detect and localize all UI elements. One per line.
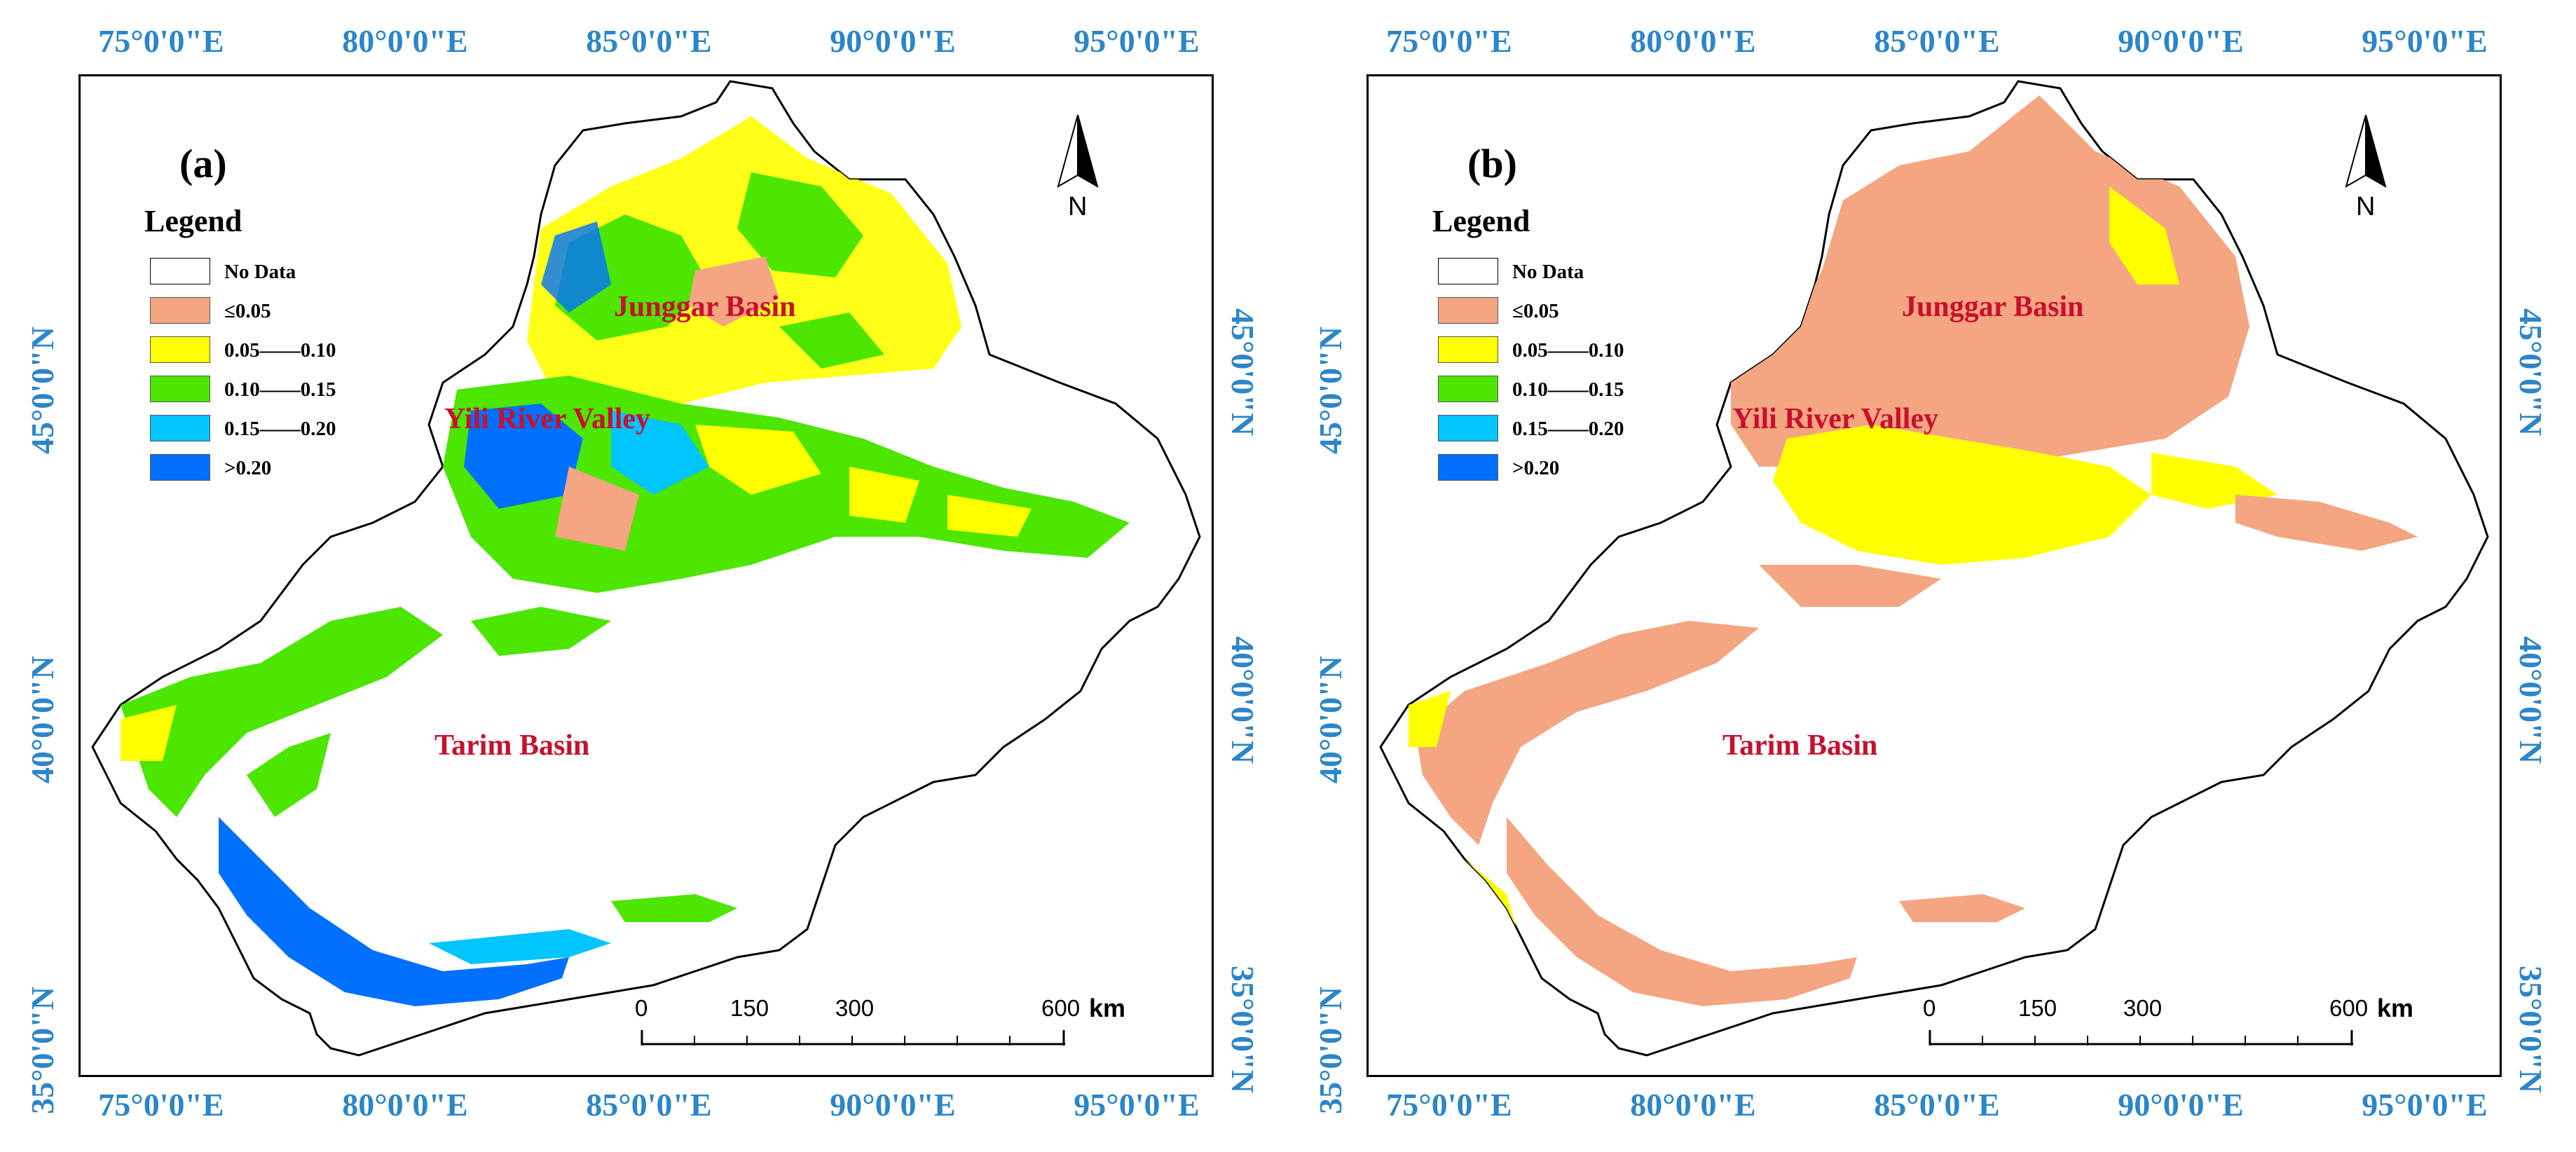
legend-item: ≤0.05 [150, 297, 430, 328]
legend-swatch [1438, 297, 1498, 324]
lon-label-top: 95°0'0"E [1074, 23, 1200, 59]
lat-label-left: 45°0'0"N [25, 327, 60, 454]
legend-item: No Data [1438, 258, 1718, 289]
legend-item: >0.20 [150, 454, 430, 485]
lon-label-top: 80°0'0"E [342, 23, 468, 59]
legend-swatch [150, 454, 210, 481]
legend-label: 0.05——0.10 [1512, 339, 1624, 362]
lon-label-bottom: 80°0'0"E [1630, 1087, 1756, 1123]
legend-label: 0.15——0.20 [224, 418, 336, 440]
scale-tick-label: 600 [2329, 995, 2369, 1021]
map-panel-a: 75°0'0"E 80°0'0"E 85°0'0"E 90°0'0"E 95°0… [25, 23, 1261, 1123]
lat-label-left: 45°0'0"N [1313, 327, 1348, 454]
scale-tick-label: 0 [1923, 995, 1936, 1021]
scale-bar-graphic [1928, 1030, 2353, 1045]
legend-label: ≤0.05 [1512, 300, 1559, 322]
map-panel-b: 75°0'0"E 80°0'0"E 85°0'0"E 90°0'0"E 95°0… [1288, 0, 2576, 1152]
lon-label-bottom: 75°0'0"E [1386, 1087, 1512, 1123]
scale-tick-label: 150 [730, 995, 769, 1021]
lon-label-bottom: 80°0'0"E [342, 1087, 468, 1123]
scale-tick-label: 150 [2018, 995, 2057, 1021]
region-label-tarim: Tarim Basin [1722, 729, 1878, 762]
lat-label-right: 35°0'0"N [1225, 966, 1261, 1093]
legend-title: Legend [144, 204, 242, 238]
legend-item: No Data [150, 258, 430, 289]
scale-unit: km [2377, 994, 2414, 1022]
legend-label: No Data [1512, 261, 1584, 283]
lon-label-top: 85°0'0"E [1874, 23, 2000, 59]
lon-label-bottom: 95°0'0"E [2362, 1087, 2488, 1123]
legend-label: 0.05——0.10 [224, 339, 336, 362]
lon-label-bottom: 95°0'0"E [1074, 1087, 1200, 1123]
legend-item: 0.10——0.15 [150, 376, 430, 406]
legend-swatch [150, 376, 210, 402]
legend-swatch [1438, 415, 1498, 441]
panel-label: (b) [1467, 141, 1517, 186]
legend-swatch [150, 297, 210, 324]
legend-item: ≤0.05 [1438, 297, 1718, 328]
xinjiang-map-b [1379, 80, 2489, 1057]
region-label-junggar: Junggar Basin [1902, 291, 2084, 323]
lat-label-right: 35°0'0"N [2513, 966, 2549, 1093]
lon-label-top: 90°0'0"E [2118, 23, 2244, 59]
north-label: N [1068, 192, 1088, 221]
legend-item: >0.20 [1438, 454, 1718, 485]
lon-label-top: 80°0'0"E [1630, 23, 1756, 59]
lat-label-right: 45°0'0"N [1225, 308, 1261, 436]
scale-bar-graphic [640, 1030, 1065, 1045]
lat-label-left: 40°0'0"N [25, 656, 60, 783]
scale-tick-label: 600 [1041, 995, 1081, 1021]
panel-label: (a) [179, 141, 227, 186]
lat-label-left: 35°0'0"N [1313, 987, 1348, 1114]
legend-item: 0.15——0.20 [1438, 415, 1718, 446]
legend-item: 0.10——0.15 [1438, 376, 1718, 406]
lon-label-bottom: 75°0'0"E [98, 1087, 224, 1123]
lon-label-bottom: 85°0'0"E [1874, 1087, 2000, 1123]
region-label-junggar: Junggar Basin [614, 291, 796, 323]
lon-label-bottom: 85°0'0"E [586, 1087, 712, 1123]
legend-swatch [150, 336, 210, 363]
lon-label-bottom: 90°0'0"E [830, 1087, 956, 1123]
legend-label: No Data [224, 261, 296, 283]
north-arrow-icon [1057, 114, 1099, 188]
lat-label-right: 45°0'0"N [2513, 308, 2549, 436]
region-label-yili: Yili River Valley [1732, 403, 1938, 435]
legend-label: >0.20 [224, 457, 272, 479]
lat-label-right: 40°0'0"N [2513, 636, 2549, 764]
lon-label-top: 95°0'0"E [2362, 23, 2488, 59]
legend-swatch-no-data [1438, 258, 1498, 284]
north-label: N [2356, 192, 2376, 221]
region-label-yili: Yili River Valley [444, 403, 650, 435]
legend-label: ≤0.05 [224, 300, 271, 322]
legend-label: 0.15——0.20 [1512, 418, 1624, 440]
legend-swatch [1438, 376, 1498, 402]
legend-title: Legend [1432, 204, 1530, 238]
legend-swatch [1438, 454, 1498, 481]
legend-swatch [150, 415, 210, 441]
xinjiang-map-a [91, 80, 1201, 1057]
legend-label: 0.10——0.15 [224, 378, 336, 401]
legend-label: >0.20 [1512, 457, 1560, 479]
scale-tick-label: 300 [2123, 995, 2163, 1021]
region-label-tarim: Tarim Basin [434, 729, 590, 762]
lat-label-left: 35°0'0"N [25, 987, 60, 1114]
lon-label-top: 75°0'0"E [1386, 23, 1512, 59]
lon-label-top: 90°0'0"E [830, 23, 956, 59]
north-arrow-icon [2345, 114, 2387, 188]
legend-swatch-no-data [150, 258, 210, 284]
scale-tick-label: 0 [635, 995, 648, 1021]
lon-label-bottom: 90°0'0"E [2118, 1087, 2244, 1123]
legend-item: 0.05——0.10 [1438, 336, 1718, 367]
scale-unit: km [1089, 994, 1126, 1022]
legend-item: 0.05——0.10 [150, 336, 430, 367]
lat-label-left: 40°0'0"N [1313, 656, 1348, 783]
scale-tick-label: 300 [835, 995, 875, 1021]
lon-label-top: 75°0'0"E [98, 23, 224, 59]
lat-label-right: 40°0'0"N [1225, 636, 1261, 764]
lon-label-top: 85°0'0"E [586, 23, 712, 59]
legend-item: 0.15——0.20 [150, 415, 430, 446]
legend-label: 0.10——0.15 [1512, 378, 1624, 401]
legend-swatch [1438, 336, 1498, 363]
